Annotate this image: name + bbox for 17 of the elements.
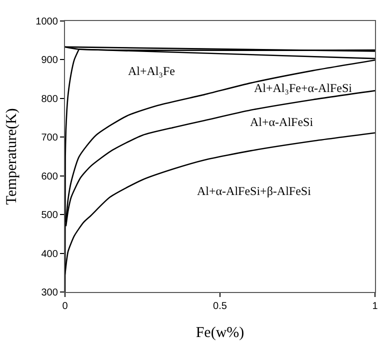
x-tick-label: 0.5 <box>213 301 228 312</box>
annotation: Al+α-AlFeSi+β-AlFeSi <box>197 184 312 198</box>
annotation: Al+α-AlFeSi <box>250 115 314 129</box>
annotation: Al+Al₃Fe <box>128 64 175 78</box>
y-tick-label: 900 <box>41 55 58 66</box>
y-axis-title: Temperature(K) <box>4 108 20 205</box>
y-tick-label: 600 <box>41 171 58 182</box>
x-axis-title: Fe(w%) <box>196 325 244 342</box>
x-tick-label: 1 <box>372 301 378 312</box>
y-tick-label: 300 <box>41 288 58 298</box>
annotation: Al+Al₃Fe+α-AlFeSi <box>254 81 353 95</box>
y-tick-label: 700 <box>41 132 58 144</box>
y-tick-label: 1000 <box>36 16 58 28</box>
y-tick-label: 500 <box>41 210 58 222</box>
x-tick-label: 0 <box>62 301 68 312</box>
y-tick-label: 400 <box>41 248 58 260</box>
y-tick-label: 800 <box>41 94 58 105</box>
